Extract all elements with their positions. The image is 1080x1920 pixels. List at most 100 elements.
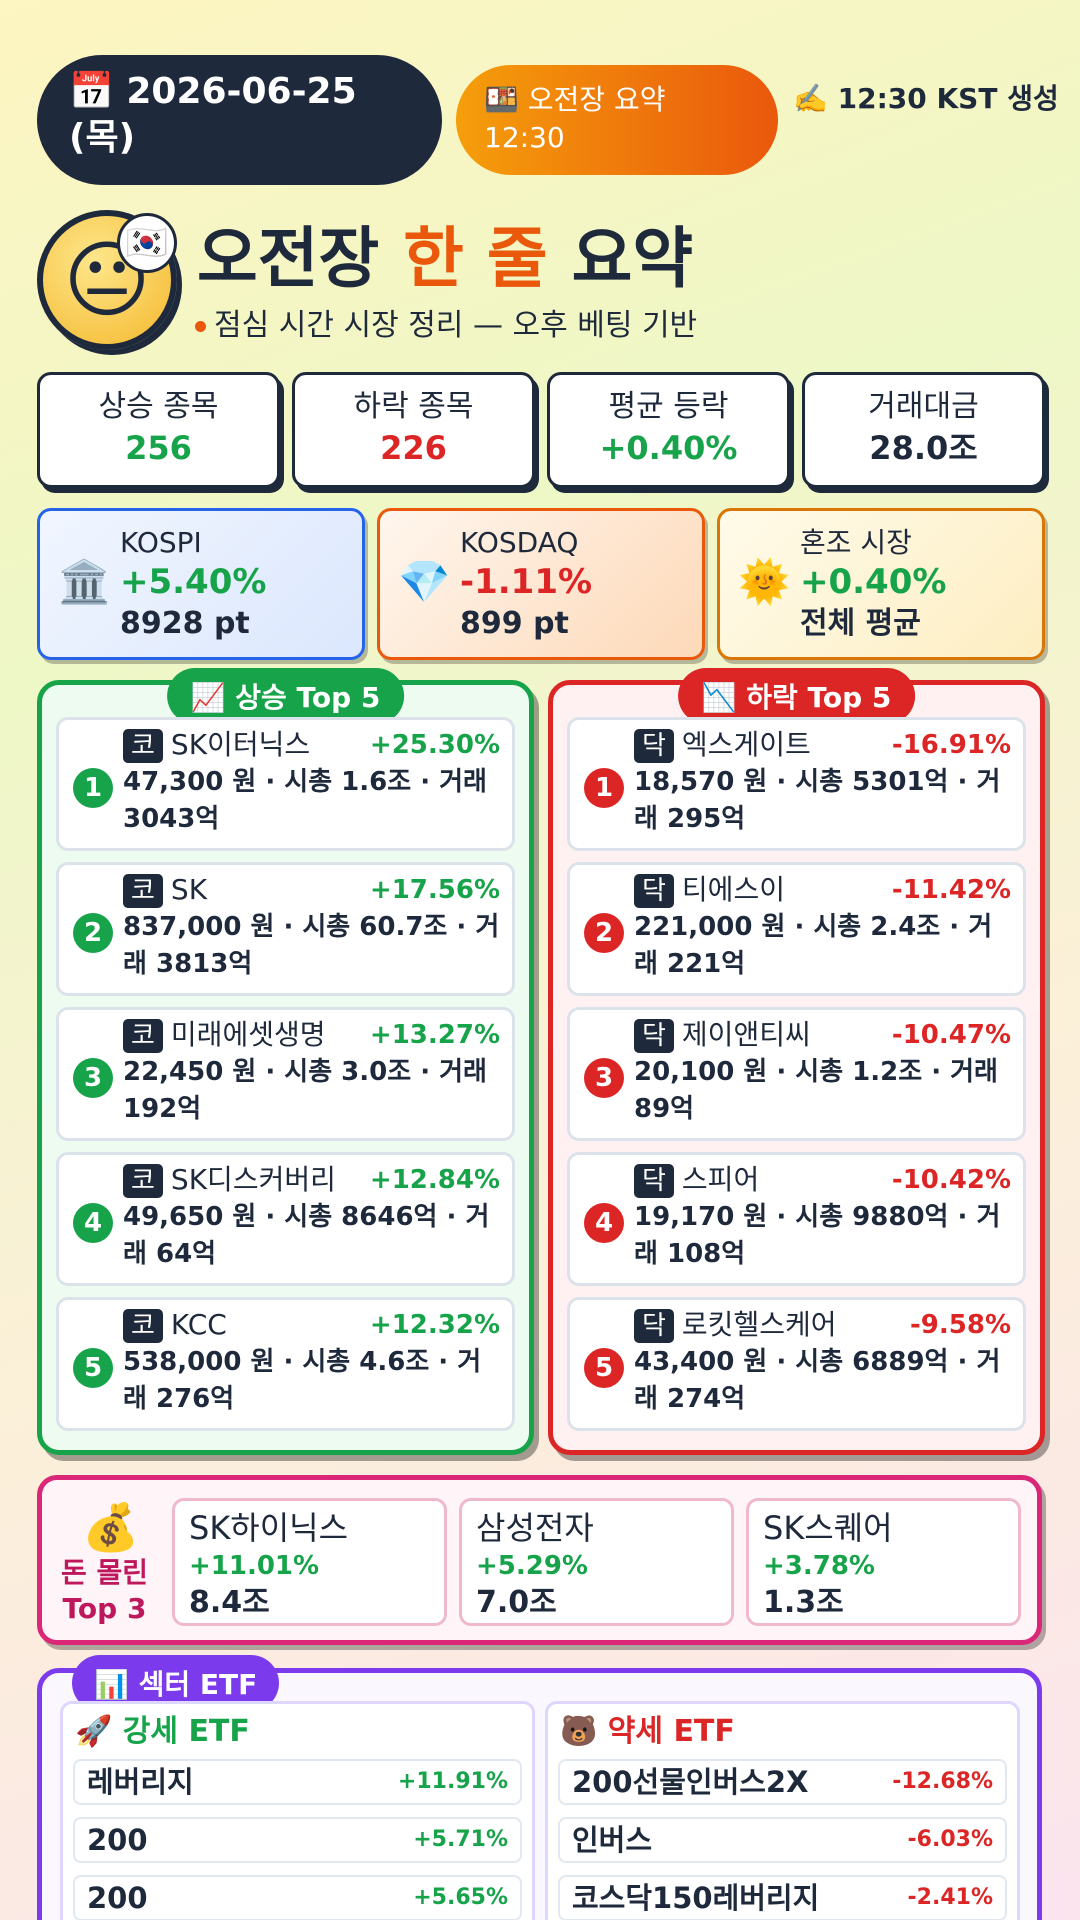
stock-detail: 18,570 원 · 시총 5301억 · 거래 295억 <box>634 767 1001 834</box>
etf-column: 🐻 약세 ETF 200선물인버스2X -12.68% 인버스 -6.03% 코스닥150… <box>545 1701 1020 1920</box>
stock-change: +12.32% <box>369 1310 500 1340</box>
market-badge: 코 <box>123 874 163 908</box>
stock-name: KCC <box>170 1308 227 1341</box>
money-amount: 1.3조 <box>763 1585 844 1620</box>
hero-subtitle: 점심 시간 시장 정리 — 오후 베팅 기반 <box>195 300 697 344</box>
index-change: -1.11% <box>460 562 593 602</box>
stock-item: 1 코 SK이터닉스 +25.30% 47,300 원 · 시총 1.6조 · 거래 3… <box>56 717 515 851</box>
gainers-panel: 📈 상승 Top 5 1 코 SK이터닉스 +25.30% 47,300 원 · 시총 1… <box>37 668 534 1455</box>
rank-badge: 3 <box>73 1058 113 1098</box>
rank-badge: 5 <box>73 1348 113 1388</box>
stock-item: 4 닥 스피어 -10.42% 19,170 원 · 시총 9880억 · 거래 108… <box>567 1152 1026 1286</box>
rank-badge: 4 <box>584 1203 624 1243</box>
money-change: +5.29% <box>476 1551 588 1581</box>
stat-value: 256 <box>125 429 192 467</box>
stat-card: 평균 등락 +0.40% <box>547 372 790 488</box>
stock-name-line: 코 SK <box>123 871 500 909</box>
stock-name: 엑스게이트 <box>681 728 811 761</box>
stock-change: -11.42% <box>891 875 1011 905</box>
money-name: SK하이닉스 <box>189 1509 349 1547</box>
stock-name-line: 코 SK이터닉스 <box>123 726 500 764</box>
stock-name-line: 닥 스피어 <box>634 1161 1011 1199</box>
stat-value: 226 <box>380 429 447 467</box>
panel-title: 📉 하락 Top 5 <box>677 668 916 724</box>
title-part: 오전장 <box>197 220 380 297</box>
market-badge: 코 <box>123 1164 163 1198</box>
stock-change: -16.91% <box>891 730 1011 760</box>
index-level: 전체 평균 <box>800 606 921 641</box>
etf-change: +5.65% <box>413 1885 508 1910</box>
etf-name: 200 <box>87 1881 148 1915</box>
stat-label: 상승 종목 <box>98 389 219 424</box>
stock-name-line: 닥 티에스이 <box>634 871 1011 909</box>
index-name: KOSDAQ <box>460 526 579 559</box>
market-badge: 코 <box>123 1019 163 1053</box>
money-card: SK스퀘어 +3.78% 1.3조 <box>746 1498 1021 1626</box>
money-name: SK스퀘어 <box>763 1509 893 1547</box>
stock-item: 3 코 미래에셋생명 +13.27% 22,450 원 · 시총 3.0조 · 거래 1… <box>56 1007 515 1141</box>
market-badge: 닥 <box>634 1164 674 1198</box>
stock-change: +12.84% <box>369 1165 500 1195</box>
rank-badge: 1 <box>73 768 113 808</box>
etf-name: 코스닥150레버리지 <box>572 1881 820 1915</box>
etf-row: 레버리지 +11.91% <box>73 1759 522 1805</box>
stat-card: 상승 종목 256 <box>37 372 280 488</box>
stock-detail: 47,300 원 · 시총 1.6조 · 거래 3043억 <box>123 767 487 834</box>
stock-change: +17.56% <box>369 875 500 905</box>
rank-badge: 2 <box>73 913 113 953</box>
stock-detail: 20,100 원 · 시총 1.2조 · 거래 89억 <box>634 1057 998 1124</box>
market-badge: 코 <box>123 1309 163 1343</box>
index-icon: 🏛️ <box>58 557 111 606</box>
stat-value: +0.40% <box>599 429 738 467</box>
etf-change: -12.68% <box>892 1769 993 1794</box>
stock-item: 5 코 KCC +12.32% 538,000 원 · 시총 4.6조 · 거래 276… <box>56 1297 515 1431</box>
stock-change: -9.58% <box>910 1310 1011 1340</box>
money-change: +11.01% <box>189 1551 320 1581</box>
stock-change: -10.47% <box>891 1020 1011 1050</box>
stock-name-line: 닥 제이앤티씨 <box>634 1016 1011 1054</box>
stat-label: 거래대금 <box>868 389 979 424</box>
index-change: +5.40% <box>120 562 267 602</box>
stock-detail: 49,650 원 · 시총 8646억 · 거래 64억 <box>123 1202 490 1269</box>
stock-item: 5 닥 로킷헬스케어 -9.58% 43,400 원 · 시총 6889억 · 거래 2… <box>567 1297 1026 1431</box>
market-badge: 닥 <box>634 1019 674 1053</box>
stock-name: SK디스커버리 <box>170 1163 336 1196</box>
money-icon: 💰 <box>82 1500 140 1554</box>
index-card: 💎 KOSDAQ -1.11% 899 pt <box>377 508 705 660</box>
flag-badge: 🇰🇷 <box>117 213 177 273</box>
stock-detail: 538,000 원 · 시총 4.6조 · 거래 276억 <box>123 1347 482 1414</box>
etf-row: 200선물인버스2X -12.68% <box>558 1759 1007 1805</box>
stock-name: 제이앤티씨 <box>681 1018 811 1051</box>
rank-badge: 4 <box>73 1203 113 1243</box>
rank-badge: 5 <box>584 1348 624 1388</box>
stock-name: 로킷헬스케어 <box>681 1308 837 1341</box>
stock-name-line: 코 미래에셋생명 <box>123 1016 500 1054</box>
stock-name-line: 코 KCC <box>123 1306 500 1344</box>
stock-detail: 19,170 원 · 시총 9880억 · 거래 108억 <box>634 1202 1001 1269</box>
etf-column: 🚀 강세 ETF 레버리지 +11.91% 200 +5.71% 200 +5.65% <box>60 1701 535 1920</box>
money-top3: 💰 돈 몰린 Top 3 SK하이닉스 +11.01% 8.4조 삼성전자 +5.29% 7.… <box>37 1475 1042 1645</box>
money-name: 삼성전자 <box>476 1509 594 1547</box>
stock-change: +25.30% <box>369 730 500 760</box>
panel-title: 📈 상승 Top 5 <box>166 668 405 724</box>
date-pill: 📅 2026-06-25 (목) <box>37 55 442 185</box>
stat-label: 평균 등락 <box>608 389 729 424</box>
etf-change: +5.71% <box>413 1827 508 1852</box>
money-amount: 8.4조 <box>189 1585 270 1620</box>
etf-row: 코스닥150레버리지 -2.41% <box>558 1875 1007 1920</box>
market-badge: 코 <box>123 729 163 763</box>
money-card: 삼성전자 +5.29% 7.0조 <box>459 1498 734 1626</box>
stock-name: 스피어 <box>681 1163 760 1196</box>
rank-badge: 2 <box>584 913 624 953</box>
hero-title: 오전장 한 줄 요약 <box>197 205 717 301</box>
stock-item: 2 코 SK +17.56% 837,000 원 · 시총 60.7조 · 거래 381… <box>56 862 515 996</box>
etf-change: -6.03% <box>907 1827 993 1852</box>
etf-row: 인버스 -6.03% <box>558 1817 1007 1863</box>
stock-detail: 221,000 원 · 시총 2.4조 · 거래 221억 <box>634 912 993 979</box>
stock-name-line: 닥 로킷헬스케어 <box>634 1306 1011 1344</box>
stat-value: 28.0조 <box>869 429 978 467</box>
stat-card: 거래대금 28.0조 <box>802 372 1045 488</box>
stock-change: +13.27% <box>369 1020 500 1050</box>
etf-name: 인버스 <box>572 1823 653 1857</box>
